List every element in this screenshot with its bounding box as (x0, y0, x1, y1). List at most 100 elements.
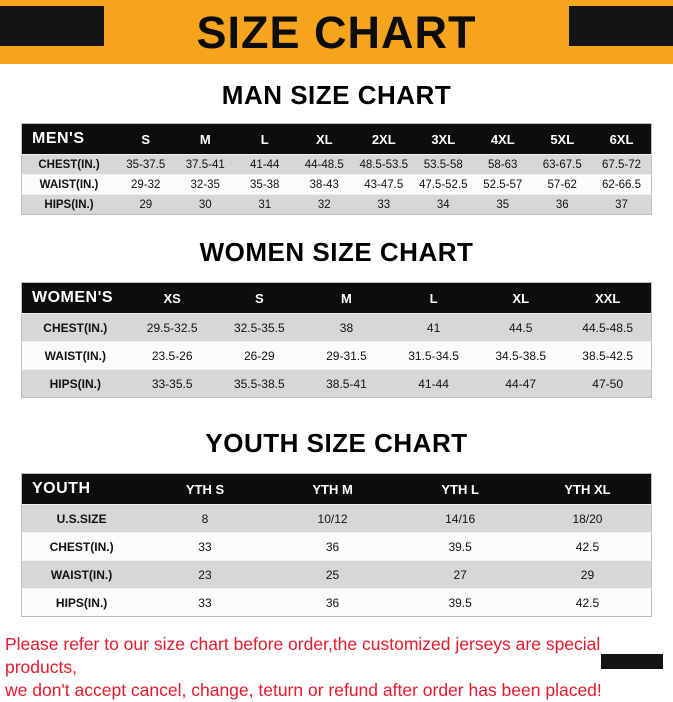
size-value-cell: 36 (268, 588, 397, 617)
row-label: WAIST(IN.) (21, 174, 116, 195)
size-value-cell: 33-35.5 (128, 369, 216, 398)
men-size-table-wrap: MEN'S S M L XL 2XL 3XL 4XL 5XL 6XL CHEST(IN.) 35-37… (0, 123, 673, 215)
size-value-cell: 30 (175, 194, 235, 215)
row-label: HIPS(IN.) (21, 588, 142, 617)
banner: SIZE CHART (0, 0, 673, 64)
size-value-cell: 48.5-53.5 (354, 154, 414, 175)
size-column-header: XS (128, 282, 216, 314)
size-value-cell: 29-32 (116, 174, 176, 195)
size-value-cell: 32 (294, 194, 354, 215)
youth-size-table: YOUTH YTH S YTH M YTH L YTH XL U.S.SIZE 8 10/12… (21, 473, 652, 617)
size-value-cell: 42.5 (523, 588, 652, 617)
size-value-cell: 33 (354, 194, 414, 215)
size-value-cell: 62-66.5 (592, 174, 652, 195)
table-row: WAIST(IN.) 29-32 32-35 35-38 38-43 43-47.5 47.… (21, 174, 652, 195)
size-value-cell: 57-62 (532, 174, 592, 195)
size-value-cell: 32.5-35.5 (215, 313, 303, 342)
table-row: CHEST(IN.) 35-37.5 37.5-41 41-44 44-48.5 48.5… (21, 154, 652, 175)
table-row: CHEST(IN.) 33 36 39.5 42.5 (21, 532, 652, 561)
size-value-cell: 32-35 (175, 174, 235, 195)
table-header-row: WOMEN'S XS S M L XL XXL (21, 282, 652, 314)
size-value-cell: 44.5 (477, 313, 565, 342)
size-value-cell: 31 (235, 194, 295, 215)
women-size-table: WOMEN'S XS S M L XL XXL CHEST(IN.) 29.5-32.5 32.5… (21, 282, 652, 398)
size-value-cell: 39.5 (396, 588, 524, 617)
footer-line-1: Please refer to our size chart before or… (5, 634, 601, 678)
row-label: CHEST(IN.) (21, 313, 129, 342)
size-value-cell: 63-67.5 (532, 154, 592, 175)
size-value-cell: 38.5-42.5 (564, 341, 652, 370)
size-value-cell: 41 (390, 313, 478, 342)
size-column-header: YTH S (141, 473, 269, 505)
row-label: HIPS(IN.) (21, 369, 129, 398)
size-value-cell: 26-29 (215, 341, 303, 370)
size-value-cell: 29.5-32.5 (128, 313, 216, 342)
size-value-cell: 35-37.5 (116, 154, 176, 175)
table-row: HIPS(IN.) 33 36 39.5 42.5 (21, 588, 652, 617)
size-value-cell: 38.5-41 (302, 369, 391, 398)
youth-size-table-wrap: YOUTH YTH S YTH M YTH L YTH XL U.S.SIZE 8 10/12… (0, 473, 673, 617)
footer-note: Please refer to our size chart before or… (0, 633, 673, 702)
table-header-row: YOUTH YTH S YTH M YTH L YTH XL (21, 473, 652, 505)
size-column-header: YTH L (396, 473, 524, 505)
size-value-cell: 37 (592, 194, 652, 215)
size-value-cell: 35.5-38.5 (215, 369, 303, 398)
table-row: HIPS(IN.) 29 30 31 32 33 34 35 36 37 (21, 194, 652, 215)
size-column-header: 2XL (354, 123, 414, 155)
banner-right-bar (569, 6, 673, 46)
size-value-cell: 23.5-26 (128, 341, 216, 370)
size-value-cell: 29-31.5 (302, 341, 391, 370)
size-column-header: 4XL (473, 123, 533, 155)
section-youth: YOUTH SIZE CHART YOUTH YTH S YTH M YTH L YTH… (0, 428, 673, 617)
size-value-cell: 39.5 (396, 532, 524, 561)
size-column-header: XL (477, 282, 565, 314)
size-value-cell: 34.5-38.5 (477, 341, 565, 370)
size-value-cell: 34 (413, 194, 473, 215)
size-value-cell: 53.5-58 (413, 154, 473, 175)
table-corner-header: WOMEN'S (21, 282, 129, 314)
table-corner-header: YOUTH (21, 473, 142, 505)
row-label: CHEST(IN.) (21, 154, 116, 175)
size-column-header: M (175, 123, 235, 155)
size-value-cell: 35-38 (235, 174, 295, 195)
table-row: HIPS(IN.) 33-35.5 35.5-38.5 38.5-41 41-44 44-… (21, 369, 652, 398)
bottom-corner-bar (601, 654, 663, 669)
table-row: WAIST(IN.) 23.5-26 26-29 29-31.5 31.5-34.5 34… (21, 341, 652, 370)
size-value-cell: 44-47 (477, 369, 565, 398)
banner-left-bar (0, 6, 104, 46)
table-row: CHEST(IN.) 29.5-32.5 32.5-35.5 38 41 44.5 44.5… (21, 313, 652, 342)
size-value-cell: 37.5-41 (175, 154, 235, 175)
size-value-cell: 36 (268, 532, 397, 561)
row-label: WAIST(IN.) (21, 560, 142, 589)
section-title-youth: YOUTH SIZE CHART (205, 428, 468, 458)
size-value-cell: 43-47.5 (354, 174, 414, 195)
size-value-cell: 38-43 (294, 174, 354, 195)
size-value-cell: 47.5-52.5 (413, 174, 473, 195)
size-value-cell: 27 (396, 560, 524, 589)
size-value-cell: 58-63 (473, 154, 533, 175)
table-corner-header: MEN'S (21, 123, 116, 155)
size-column-header: YTH M (268, 473, 397, 505)
size-value-cell: 25 (268, 560, 397, 589)
size-value-cell: 38 (302, 313, 391, 342)
size-value-cell: 35 (473, 194, 533, 215)
size-value-cell: 47-50 (564, 369, 652, 398)
size-value-cell: 31.5-34.5 (390, 341, 478, 370)
size-value-cell: 14/16 (396, 504, 524, 533)
size-value-cell: 41-44 (390, 369, 478, 398)
footer-line-2: we don't accept cancel, change, teturn o… (5, 680, 602, 701)
size-column-header: 3XL (413, 123, 473, 155)
size-value-cell: 44-48.5 (294, 154, 354, 175)
row-label: HIPS(IN.) (21, 194, 116, 215)
size-value-cell: 33 (141, 532, 269, 561)
size-value-cell: 36 (532, 194, 592, 215)
row-label: WAIST(IN.) (21, 341, 129, 370)
size-column-header: YTH XL (523, 473, 652, 505)
size-value-cell: 29 (523, 560, 652, 589)
size-value-cell: 67.5-72 (592, 154, 652, 175)
size-value-cell: 23 (141, 560, 269, 589)
size-column-header: S (116, 123, 176, 155)
size-column-header: 6XL (592, 123, 652, 155)
size-value-cell: 33 (141, 588, 269, 617)
